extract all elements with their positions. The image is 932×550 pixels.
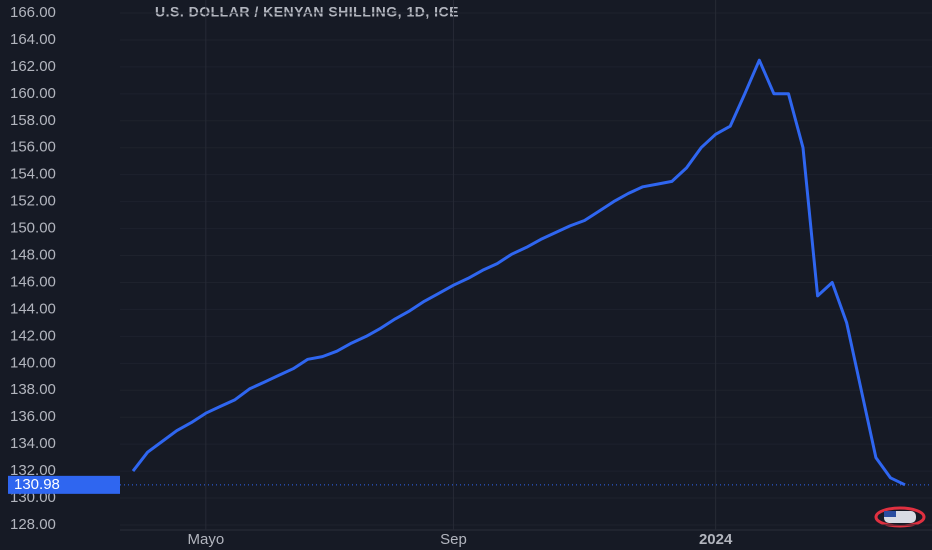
y-tick-label: 164.00	[10, 31, 56, 48]
x-tick-label: 2024	[699, 531, 733, 548]
y-tick-label: 144.00	[10, 300, 56, 317]
y-tick-label: 148.00	[10, 246, 56, 263]
y-tick-label: 146.00	[10, 273, 56, 290]
x-tick-label: Sep	[440, 531, 467, 548]
y-tick-label: 152.00	[10, 193, 56, 210]
last-price-box	[8, 475, 120, 494]
y-tick-label: 158.00	[10, 112, 56, 129]
flag-icon	[874, 506, 926, 528]
y-tick-label: 160.00	[10, 85, 56, 102]
last-price-label: 130.98	[14, 476, 60, 493]
y-tick-label: 140.00	[10, 354, 56, 371]
y-tick-label: 136.00	[10, 408, 56, 425]
y-tick-label: 166.00	[10, 4, 56, 21]
x-tick-label: Mayo	[187, 531, 224, 548]
y-tick-label: 156.00	[10, 139, 56, 156]
chart-title: U.S. DOLLAR / KENYAN SHILLING, 1D, ICE	[155, 4, 459, 20]
y-tick-label: 142.00	[10, 327, 56, 344]
y-tick-label: 128.00	[10, 516, 56, 533]
y-tick-label: 154.00	[10, 166, 56, 183]
y-tick-label: 150.00	[10, 220, 56, 237]
y-tick-label: 162.00	[10, 58, 56, 75]
y-tick-label: 134.00	[10, 435, 56, 452]
y-tick-label: 132.00	[10, 462, 56, 479]
y-tick-label: 138.00	[10, 381, 56, 398]
price-line	[131, 58, 906, 487]
